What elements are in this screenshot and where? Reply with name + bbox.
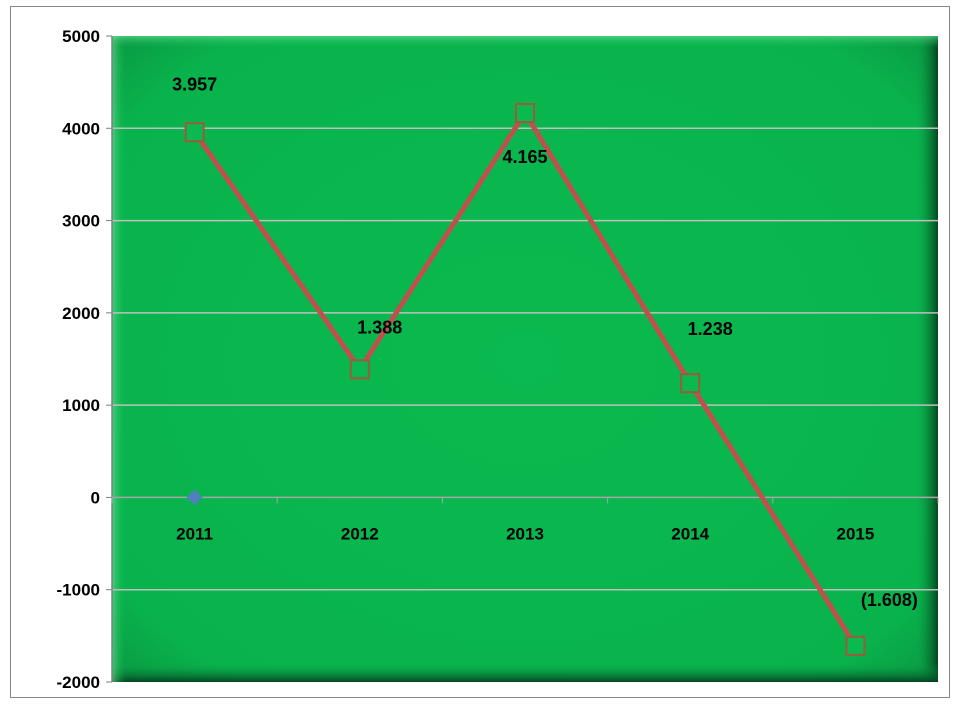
x-tick-label: 2012 [341,524,379,543]
data-label: 1.388 [357,317,402,337]
data-point-marker [184,122,205,143]
y-tick-label: 1000 [62,396,100,415]
series [184,103,866,656]
data-point-marker [845,635,866,656]
data-point-marker [349,359,370,380]
data-labels: 3.957 1.388 4.165 1.238 (1.608) [172,74,918,610]
x-tick-label: 2014 [671,524,709,543]
x-tick-label: 2011 [176,524,213,543]
axes [111,36,939,682]
plot-bevel-right [916,36,938,682]
x-tick-label: 2013 [506,524,544,543]
data-point-marker [680,373,701,394]
data-label: (1.608) [861,590,918,610]
data-label: 3.957 [172,74,217,94]
y-tick-label: -2000 [57,673,100,692]
plot-bevel-top [112,36,938,48]
data-label: 1.238 [688,319,733,339]
plot-area [112,36,938,682]
y-axis-labels: 5000 4000 3000 2000 1000 0 -1000 -2000 [57,27,100,692]
gridlines [106,35,938,683]
data-point-marker [515,103,535,124]
plot-background [112,36,938,682]
plot-bevel-bottom [112,664,938,682]
y-tick-label: 0 [91,488,100,507]
x-axis-labels: 2011 2012 2013 2014 2015 [176,524,874,543]
x-tick-label: 2015 [836,524,874,543]
y-tick-label: 2000 [62,304,100,323]
plot-bevel-left [112,36,126,682]
y-tick-label: 4000 [62,119,100,138]
y-tick-label: 3000 [62,212,100,231]
data-point-marker [186,489,203,506]
y-tick-label: 5000 [62,27,100,46]
y-tick-label: -1000 [57,581,100,600]
data-label: 4.165 [502,147,547,167]
